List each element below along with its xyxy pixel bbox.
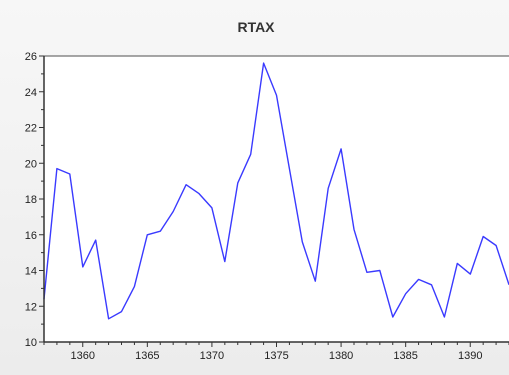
y-tick-label: 16 xyxy=(25,230,37,242)
y-tick-label: 24 xyxy=(25,87,37,99)
series-group xyxy=(43,62,509,320)
plot-frame xyxy=(43,55,509,343)
chart-title: RTAX xyxy=(237,19,275,35)
x-tick-label: 1360 xyxy=(71,350,95,362)
y-tick-label: 12 xyxy=(25,301,37,313)
x-tick-label: 1385 xyxy=(393,350,417,362)
x-tick-label: 1370 xyxy=(200,350,224,362)
x-tick-label: 1390 xyxy=(458,350,482,362)
y-tick-label: 22 xyxy=(25,123,37,135)
y-tick-label: 18 xyxy=(25,194,37,206)
y-tick-label: 10 xyxy=(25,337,37,349)
x-tick-label: 1380 xyxy=(329,350,353,362)
y-tick-label: 20 xyxy=(25,158,37,170)
x-axis: 1360 1365 1370 1375 1380 1385 1390 xyxy=(43,342,509,362)
y-tick-label: 26 xyxy=(25,51,37,63)
series-line xyxy=(43,62,509,320)
x-tick-label: 1375 xyxy=(264,350,288,362)
y-tick-label: 14 xyxy=(25,266,37,278)
y-axis: 10 12 14 16 18 20 22 24 26 xyxy=(25,51,44,349)
x-tick-label: 1365 xyxy=(135,350,159,362)
plot-area xyxy=(44,56,509,342)
